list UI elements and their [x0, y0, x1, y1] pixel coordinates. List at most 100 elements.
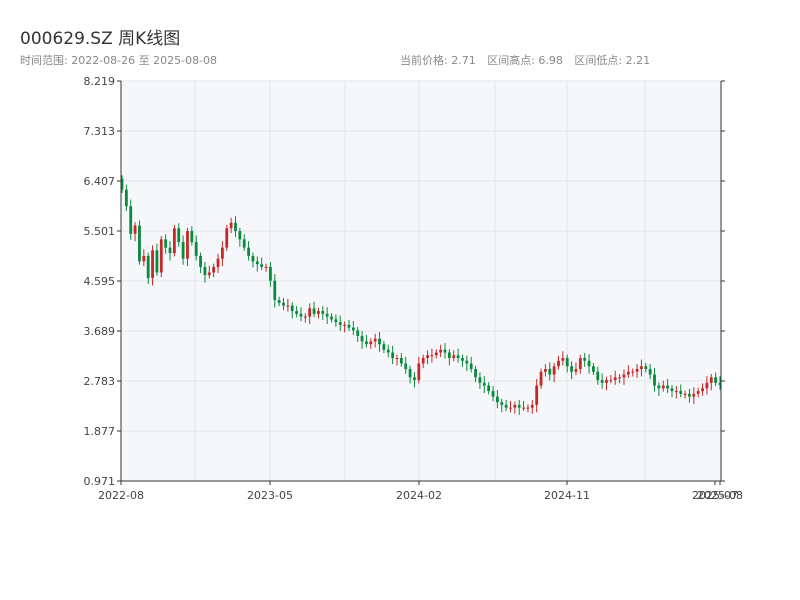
candle-body: [386, 349, 390, 353]
candle-body: [369, 341, 373, 345]
candle-body: [238, 231, 242, 240]
candle-body: [474, 369, 477, 378]
candle-body: [203, 266, 207, 276]
candle-body: [181, 242, 185, 259]
candle-body: [692, 393, 696, 397]
candle-body: [343, 324, 347, 326]
candle-body: [657, 385, 661, 389]
candle-body: [718, 382, 722, 386]
candle-body: [190, 231, 194, 243]
candle-body: [317, 311, 320, 314]
candle-body: [234, 222, 237, 232]
candle-body: [469, 363, 473, 370]
candle-body: [587, 360, 591, 367]
x-tick-label: 2024-02: [396, 489, 442, 502]
candle-body: [487, 385, 491, 392]
candle-body: [417, 363, 421, 381]
y-tick-label: 0.971: [84, 475, 116, 488]
candle-body: [513, 404, 517, 408]
candle-body: [308, 308, 312, 317]
candle-body: [269, 266, 272, 281]
candle-body: [661, 385, 665, 389]
candle-body: [592, 366, 595, 372]
candle-body: [605, 380, 608, 383]
y-tick-label: 8.219: [84, 75, 116, 88]
candle-body: [404, 363, 408, 370]
candle-body: [666, 385, 670, 389]
candle-body: [535, 385, 539, 405]
candle-body: [557, 360, 560, 367]
candle-body: [635, 369, 639, 372]
x-tick-label: 2025-07: [692, 489, 738, 502]
candle-body: [613, 377, 617, 381]
x-tick-label: 2025-08: [697, 489, 743, 502]
candle-body: [430, 355, 434, 357]
candle-body: [482, 382, 486, 386]
candle-body: [622, 374, 626, 378]
y-tick-label: 1.877: [84, 425, 116, 438]
candle-body: [155, 250, 159, 273]
candle-body: [303, 316, 307, 318]
candle-body: [478, 377, 482, 383]
candle-body: [683, 393, 687, 395]
candle-body: [517, 404, 521, 408]
candle-body: [373, 338, 377, 342]
candle-body: [356, 330, 360, 336]
y-tick-label: 6.407: [84, 175, 116, 188]
candle-body: [277, 300, 281, 303]
current-price: 当前价格: 2.71: [400, 54, 476, 67]
range-high: 区间高点: 6.98: [487, 54, 563, 67]
candle-body: [600, 380, 604, 383]
candle-body: [705, 382, 709, 389]
candle-body: [465, 360, 469, 364]
y-tick-label: 7.313: [84, 125, 116, 138]
candle-body: [570, 366, 573, 372]
candle-body: [574, 369, 578, 372]
x-axis-ticks: 2022-08 2023-05 2024-02 2024-11 2025-072025-…: [98, 481, 743, 502]
chart-title: 000629.SZ 周K线图: [20, 29, 181, 49]
candle-body: [194, 242, 198, 256]
candle-body: [351, 327, 355, 331]
candle-body: [688, 393, 691, 397]
candle-body: [653, 374, 656, 386]
candle-body: [146, 255, 150, 278]
candle-body: [290, 305, 294, 312]
candle-body: [151, 250, 154, 278]
candle-body: [382, 344, 386, 350]
candle-body: [565, 357, 569, 367]
candle-body: [247, 247, 250, 256]
candle-body: [530, 404, 534, 408]
candle-body: [509, 407, 512, 409]
candle-body: [330, 316, 333, 320]
candle-body: [212, 266, 216, 273]
candle-body: [399, 357, 403, 364]
candle-body: [273, 280, 277, 301]
candle-body: [138, 225, 141, 262]
candle-body: [186, 231, 189, 259]
candle-body: [578, 357, 582, 370]
candle-body: [325, 313, 329, 317]
candle-body: [548, 369, 552, 375]
candle-body: [421, 357, 425, 364]
candle-body: [260, 264, 264, 267]
candle-body: [172, 228, 176, 254]
candle-body: [142, 255, 146, 262]
x-tick-label: 2023-05: [247, 489, 293, 502]
candle-body: [596, 371, 600, 381]
x-tick-label: 2022-08: [98, 489, 144, 502]
candle-body: [360, 335, 364, 342]
candle-body: [199, 255, 202, 267]
candle-body: [674, 391, 678, 393]
candle-body: [670, 388, 674, 392]
candle-body: [495, 396, 499, 403]
candle-body: [334, 319, 338, 323]
candle-body: [522, 407, 525, 409]
candle-body: [251, 255, 255, 262]
candle-body: [391, 352, 395, 358]
candle-body: [452, 355, 456, 358]
candle-body: [679, 391, 683, 394]
candle-body: [426, 355, 429, 358]
candle-body: [286, 305, 290, 307]
candle-body: [709, 377, 713, 383]
